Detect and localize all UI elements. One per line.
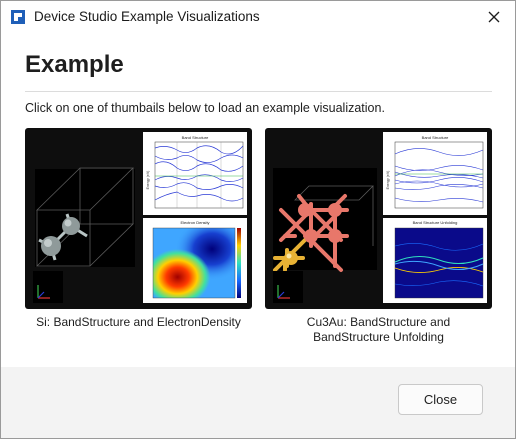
window-close-button[interactable] <box>481 4 507 30</box>
window-title: Device Studio Example Visualizations <box>34 9 260 24</box>
dialog-content: Example Click on one of thumbails below … <box>1 33 515 367</box>
example-caption-si: Si: BandStructure and ElectronDensity <box>36 315 241 329</box>
cu-atom <box>328 229 342 243</box>
instruction-text: Click on one of thumbails below to load … <box>25 101 385 115</box>
cu3au-thumbnail-image: Band Structure Energy (eV) Band Structur… <box>273 132 487 303</box>
si-plot-title-band: Band Structure <box>182 135 209 140</box>
cu-atom <box>298 203 312 217</box>
cu-atom <box>304 229 318 243</box>
cu3au-plot-title-unfolding: Band Structure Unfolding <box>413 220 458 225</box>
example-thumbnail-cu3au[interactable]: Band Structure Energy (eV) Band Structur… <box>265 128 492 309</box>
example-caption-cu3au: Cu3Au: BandStructure and BandStructure U… <box>265 315 492 345</box>
si-thumbnail-image: Band Structure Energy (eV) <box>33 132 247 303</box>
divider <box>25 91 492 92</box>
si-plot-title-density: Electron Density <box>180 220 209 225</box>
dialog-footer: Close <box>1 367 515 438</box>
cu3au-band-ylabel: Energy (eV) <box>386 171 390 190</box>
example-thumbnail-si[interactable]: Band Structure Energy (eV) <box>25 128 252 309</box>
caption-line-1: Cu3Au: BandStructure and <box>306 315 451 329</box>
cu-atom <box>328 203 342 217</box>
si-atom <box>62 217 80 235</box>
si-atom <box>41 236 61 256</box>
close-button[interactable]: Close <box>398 384 483 415</box>
device-studio-logo-icon <box>11 10 25 24</box>
close-icon <box>488 11 500 23</box>
title-bar: Device Studio Example Visualizations <box>1 1 515 33</box>
caption-line-2: BandStructure Unfolding <box>313 330 444 344</box>
au-atom <box>284 251 298 265</box>
si-band-ylabel: Energy (eV) <box>146 171 150 190</box>
cu3au-plot-title-band: Band Structure <box>422 135 449 140</box>
page-title: Example <box>25 51 124 78</box>
